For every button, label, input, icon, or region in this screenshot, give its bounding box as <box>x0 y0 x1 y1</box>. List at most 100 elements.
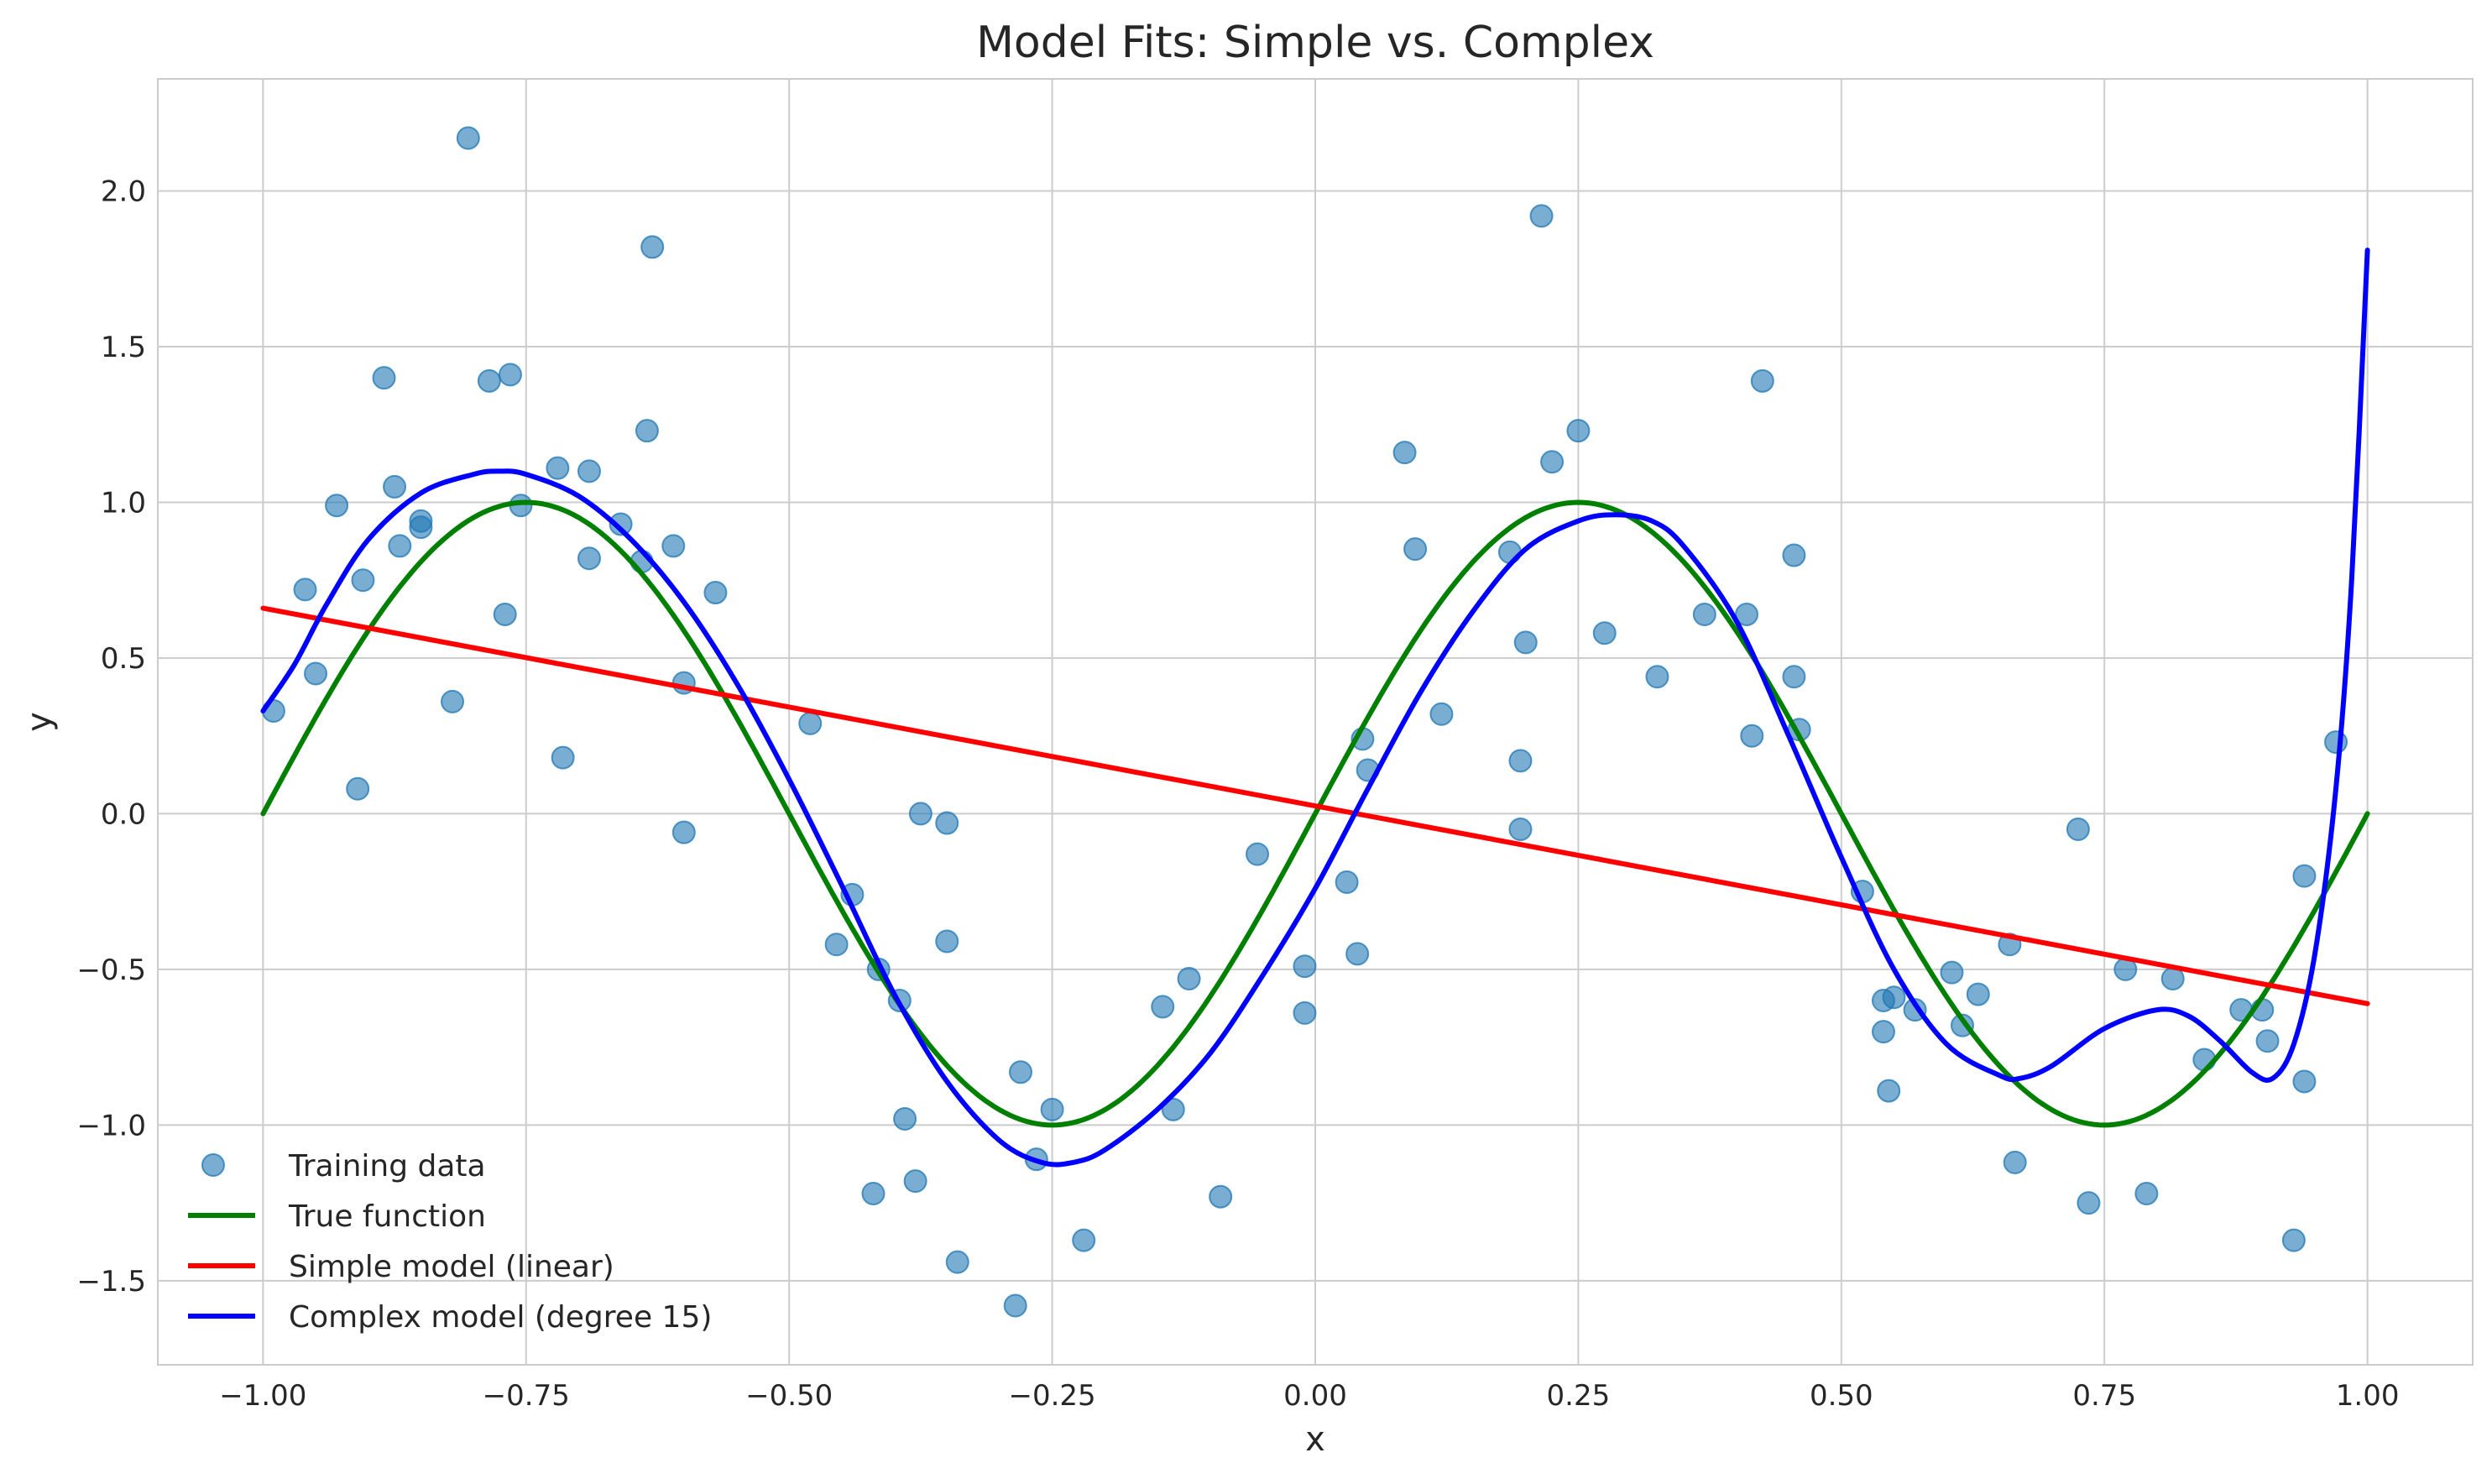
x-tick-label: 0.75 <box>2072 1379 2136 1413</box>
data-point <box>546 456 570 480</box>
data-point <box>671 820 696 844</box>
data-point <box>1740 724 1764 748</box>
x-tick-label: −0.50 <box>745 1379 833 1413</box>
data-point <box>1003 1293 1027 1318</box>
data-point <box>1508 749 1533 773</box>
y-tick-label: 1.0 <box>101 486 146 520</box>
data-point <box>1335 870 1359 895</box>
data-point <box>824 933 849 957</box>
data-point <box>1882 985 1906 1010</box>
data-point <box>1877 1079 1901 1103</box>
data-point <box>635 419 659 443</box>
data-point <box>1540 450 1565 474</box>
x-tick-label: 0.00 <box>1283 1379 1347 1413</box>
y-axis-label: y <box>20 712 59 732</box>
data-point <box>798 711 823 735</box>
legend-label: Training data <box>288 1149 486 1184</box>
complex-model-degree-15-line <box>260 248 2370 1168</box>
data-point <box>346 776 370 801</box>
data-point <box>1508 817 1533 841</box>
data-point <box>1392 441 1417 465</box>
data-point <box>1403 537 1428 562</box>
data-point <box>388 534 412 558</box>
data-point <box>2324 730 2348 755</box>
data-point <box>935 811 959 835</box>
data-point <box>2160 967 2185 991</box>
data-point <box>456 126 480 150</box>
data-point <box>1151 995 1175 1019</box>
data-point <box>893 1106 917 1131</box>
y-axis-ticks: −1.5 −1.0 −0.5 0.0 0.5 1.0 1.5 2.0 <box>76 175 146 1298</box>
data-point <box>2292 864 2317 888</box>
data-point <box>1566 419 1591 443</box>
y-tick-label: −0.5 <box>76 954 146 987</box>
data-point <box>2255 1029 2280 1053</box>
x-tick-label: −0.75 <box>483 1379 570 1413</box>
legend-entry: True function <box>188 1199 486 1234</box>
data-point <box>1246 842 1270 866</box>
data-point <box>325 494 349 518</box>
data-point <box>903 1169 927 1194</box>
data-point <box>1734 603 1758 627</box>
data-point <box>1940 960 1964 985</box>
data-point <box>1592 621 1617 645</box>
data-point <box>577 459 601 483</box>
data-point <box>304 661 328 686</box>
y-tick-label: −1.5 <box>76 1265 146 1298</box>
data-point <box>1209 1184 1233 1209</box>
series-layer <box>260 126 2370 1318</box>
data-point <box>351 568 375 593</box>
data-point <box>1692 603 1716 627</box>
data-point <box>577 546 601 571</box>
y-tick-label: 0.5 <box>101 642 146 676</box>
x-tick-label: −1.00 <box>219 1379 306 1413</box>
data-point <box>1072 1228 1096 1252</box>
data-point <box>551 745 575 770</box>
x-tick-label: 1.00 <box>2336 1379 2400 1413</box>
data-point <box>945 1250 969 1274</box>
legend-label: True function <box>288 1199 486 1234</box>
data-point <box>1429 702 1454 726</box>
data-point <box>1871 1020 1895 1044</box>
chart-title: Model Fits: Simple vs. Complex <box>976 18 1654 68</box>
data-point <box>640 235 665 259</box>
y-tick-label: 0.0 <box>101 797 146 831</box>
data-point <box>1008 1060 1032 1084</box>
plot-frame <box>157 78 2474 1366</box>
data-point <box>1529 204 1554 228</box>
data-point <box>1782 543 1806 567</box>
data-point <box>2066 817 2090 841</box>
x-tick-label: −0.25 <box>1008 1379 1095 1413</box>
data-point <box>1345 942 1370 966</box>
training-data-series <box>261 126 2348 1318</box>
data-point <box>498 363 522 387</box>
data-point <box>609 512 633 536</box>
data-point <box>2281 1228 2306 1252</box>
data-point <box>861 1181 886 1205</box>
data-point <box>1966 982 1990 1006</box>
y-tick-label: 1.5 <box>101 331 146 364</box>
x-axis-label: x <box>1305 1420 1325 1459</box>
legend: Training data True function Simple model (… <box>188 1149 712 1335</box>
data-point <box>441 689 465 713</box>
data-point <box>383 474 407 499</box>
data-point <box>1177 967 1201 991</box>
data-point <box>1645 665 1669 689</box>
data-point <box>2134 1181 2159 1205</box>
legend-marker <box>201 1153 225 1177</box>
y-tick-label: −1.0 <box>76 1109 146 1142</box>
data-point <box>493 603 517 627</box>
legend-label: Complex model (degree 15) <box>289 1300 712 1335</box>
data-point <box>1040 1097 1064 1121</box>
legend-entry: Training data <box>201 1149 486 1184</box>
data-point <box>409 509 433 533</box>
data-point <box>1513 630 1538 655</box>
data-point <box>1293 1001 1317 1025</box>
data-point <box>1161 1097 1185 1121</box>
legend-label: Simple model (linear) <box>289 1250 614 1284</box>
data-point <box>703 581 728 605</box>
data-point <box>2003 1150 2027 1174</box>
legend-entry: Simple model (linear) <box>188 1250 614 1284</box>
data-point <box>661 534 686 558</box>
